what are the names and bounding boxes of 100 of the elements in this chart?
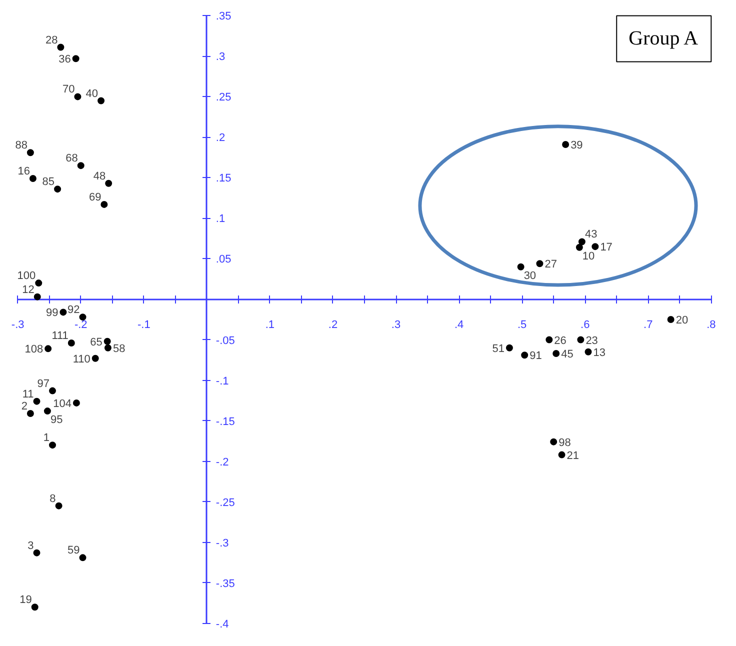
annotation: 43 xyxy=(584,228,598,241)
y-tick-label: -.35 xyxy=(216,578,235,590)
point xyxy=(578,238,586,246)
point xyxy=(546,336,553,344)
annotation: 23 xyxy=(586,334,598,347)
annotation: 97 xyxy=(37,378,50,390)
annotation: 39 xyxy=(570,140,583,152)
annotation: 1 xyxy=(43,432,50,444)
point xyxy=(60,308,67,316)
point xyxy=(77,162,84,170)
annotation: 2 xyxy=(21,400,28,412)
annotation: 27 xyxy=(544,258,557,271)
annotation: 59 xyxy=(68,544,80,557)
annotation: 3 xyxy=(28,540,34,552)
y-tick-label: -.4 xyxy=(216,618,229,630)
x-tick-label: -.2 xyxy=(74,319,88,332)
point xyxy=(517,263,524,270)
y-tick-label: -.2 xyxy=(216,456,229,468)
y-tick-label: .05 xyxy=(216,254,232,266)
point xyxy=(26,149,34,156)
annotation: 108 xyxy=(24,344,44,356)
x-tick-label: .2 xyxy=(328,319,338,332)
x-tick-label: .5 xyxy=(517,319,527,332)
x-tick-label: .8 xyxy=(706,319,716,332)
point xyxy=(100,200,108,208)
point xyxy=(57,44,64,51)
annotation: 11 xyxy=(22,388,34,400)
x-tick-label: .7 xyxy=(644,319,653,332)
annotation: 69 xyxy=(88,191,102,204)
point xyxy=(105,180,112,187)
annotation: 51 xyxy=(492,342,504,355)
annotation: 98 xyxy=(558,436,571,449)
y-tick-label: -.15 xyxy=(216,416,235,428)
annotation: 21 xyxy=(566,450,580,462)
point xyxy=(54,186,62,193)
annotation: 45 xyxy=(561,348,574,361)
annotation: 26 xyxy=(554,334,566,347)
y-tick-label: -.3 xyxy=(216,537,229,550)
annotation: 40 xyxy=(86,88,98,100)
annotation: 99 xyxy=(46,307,58,320)
point xyxy=(576,244,583,251)
point xyxy=(33,398,40,405)
point xyxy=(667,316,674,323)
point xyxy=(104,338,111,345)
point xyxy=(550,438,558,446)
point xyxy=(536,260,544,268)
x-tick-label: -.3 xyxy=(11,319,24,332)
annotation: 8 xyxy=(50,492,56,505)
y-tick-label: .2 xyxy=(216,132,226,144)
annotation: 65 xyxy=(90,336,102,348)
annotation: 58 xyxy=(112,342,126,355)
annotation: 95 xyxy=(50,414,63,426)
point xyxy=(31,604,38,611)
point xyxy=(584,348,592,356)
annotation: 13 xyxy=(593,346,606,359)
point xyxy=(33,549,40,556)
point xyxy=(558,451,566,458)
annotation: 10 xyxy=(582,250,595,262)
point xyxy=(92,354,99,362)
annotation: 91 xyxy=(530,350,542,362)
x-tick-label: -.1 xyxy=(137,319,150,332)
point xyxy=(49,387,56,394)
y-tick-label: .35 xyxy=(216,10,232,23)
point xyxy=(49,442,56,449)
point xyxy=(44,345,52,352)
point xyxy=(552,350,560,358)
annotation: 12 xyxy=(22,284,34,296)
annotation: 20 xyxy=(676,314,688,326)
y-tick-label: .15 xyxy=(216,172,232,185)
point xyxy=(562,141,570,148)
point xyxy=(68,340,75,346)
point xyxy=(72,399,80,406)
point xyxy=(521,352,528,359)
annotation: 92 xyxy=(68,304,80,316)
point xyxy=(98,97,105,104)
y-tick-label: -.25 xyxy=(216,496,235,509)
annotation: 28 xyxy=(45,34,58,46)
annotation: 88 xyxy=(15,140,28,152)
point xyxy=(506,344,513,352)
point xyxy=(55,502,62,510)
y-tick-label: .3 xyxy=(216,51,226,64)
point xyxy=(72,55,80,62)
point xyxy=(79,554,86,562)
y-tick-label: .25 xyxy=(216,92,232,104)
x-tick-label: .6 xyxy=(580,319,590,332)
point xyxy=(44,408,51,415)
annotation: 100 xyxy=(17,270,36,282)
y-tick-label: -.05 xyxy=(216,334,235,347)
annotation: 110 xyxy=(72,353,90,366)
annotation: 111 xyxy=(52,330,68,342)
point xyxy=(592,243,599,250)
y-tick-label: -.1 xyxy=(216,375,229,388)
annotation: Group A xyxy=(628,28,699,50)
point xyxy=(577,336,584,344)
x-tick-label: .4 xyxy=(454,319,464,332)
annotation: 17 xyxy=(600,242,612,254)
annotation: 104 xyxy=(53,398,72,410)
annotation: 68 xyxy=(66,152,78,165)
annotation: 85 xyxy=(42,176,55,188)
point xyxy=(29,175,36,182)
